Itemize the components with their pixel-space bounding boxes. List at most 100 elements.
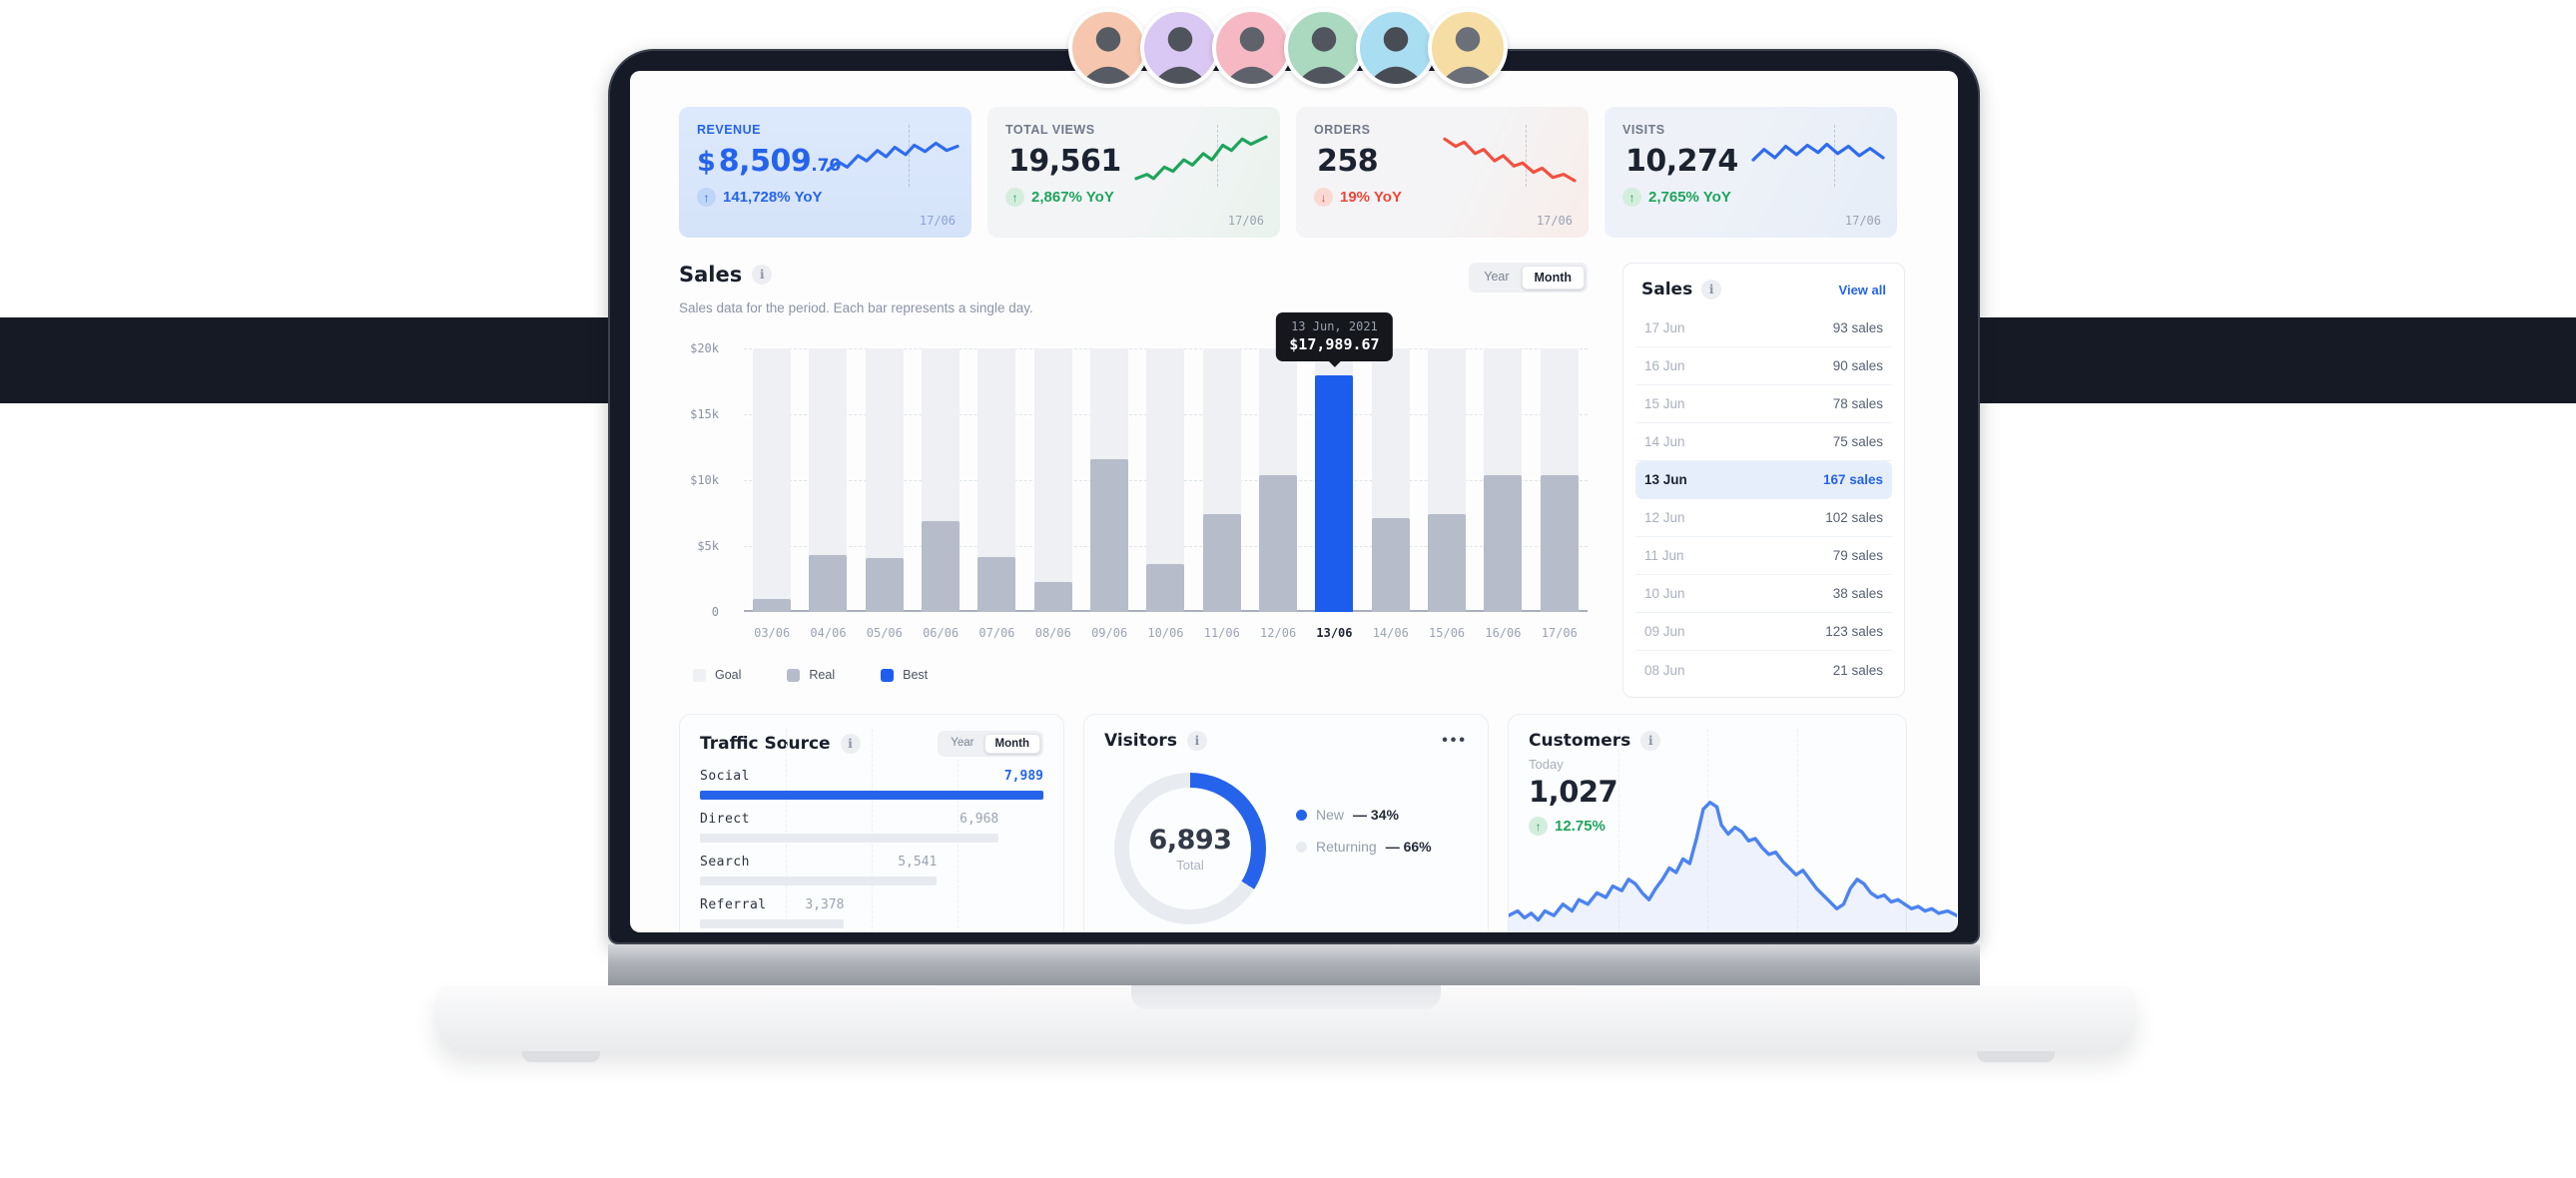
- info-icon[interactable]: [752, 265, 773, 285]
- sales-chart-section: Sales Year Month Sales data for the peri…: [679, 263, 1588, 682]
- x-axis-label: 10/06: [1147, 626, 1184, 640]
- best-bar[interactable]: [1315, 374, 1354, 612]
- real-bar[interactable]: [977, 556, 1016, 612]
- real-bar[interactable]: [922, 520, 961, 612]
- x-axis-label: 16/06: [1485, 626, 1522, 640]
- period-toggle: Year Month: [1469, 263, 1588, 293]
- real-bar[interactable]: [1202, 514, 1241, 612]
- x-axis-label: 08/06: [1034, 626, 1071, 640]
- traffic-bar[interactable]: [700, 791, 1043, 800]
- info-icon[interactable]: [1186, 731, 1207, 751]
- donut-ring: [1114, 773, 1266, 924]
- trend-arrow-icon: ↑: [1529, 817, 1548, 836]
- stat-card-visits[interactable]: VISITS 10,274 ↑ 2,765% YoY 17/06: [1605, 107, 1897, 238]
- avatar: [1068, 8, 1148, 88]
- sales-list-item[interactable]: 10 Jun 38 sales: [1635, 575, 1892, 613]
- visitors-total-label: Total: [1176, 858, 1204, 873]
- bar-group: [1025, 348, 1081, 612]
- info-icon[interactable]: [1640, 731, 1661, 751]
- bar-group: [744, 348, 800, 612]
- card-title: Customers: [1529, 731, 1631, 751]
- traffic-bar[interactable]: [700, 877, 938, 885]
- bar-group: [1081, 348, 1137, 612]
- card-title: Traffic Source: [700, 734, 831, 754]
- sales-list-item[interactable]: 13 Jun 167 sales: [1635, 461, 1892, 499]
- sales-list-item[interactable]: 08 Jun 21 sales: [1644, 662, 1883, 678]
- real-bar[interactable]: [1428, 514, 1467, 612]
- x-axis-label: 11/06: [1203, 626, 1240, 640]
- real-bar[interactable]: [1033, 581, 1072, 612]
- real-bar[interactable]: [1146, 564, 1185, 612]
- person-icon: [1083, 27, 1133, 84]
- real-bar[interactable]: [1484, 474, 1523, 612]
- legend-swatch: [693, 668, 706, 682]
- sales-list-item[interactable]: 12 Jun 102 sales: [1635, 499, 1892, 537]
- real-bar[interactable]: [1540, 474, 1579, 612]
- info-icon[interactable]: [840, 734, 861, 754]
- real-bar[interactable]: [1090, 458, 1129, 612]
- visitors-total: 6,893: [1148, 825, 1232, 856]
- stat-card-revenue[interactable]: REVENUE $8,509.70 ↑ 141,728% YoY 17/06: [679, 107, 971, 238]
- legend-dot: [1296, 841, 1307, 853]
- info-icon[interactable]: [1701, 280, 1722, 299]
- toggle-year[interactable]: Year: [951, 737, 974, 749]
- toggle-year[interactable]: Year: [1484, 270, 1510, 284]
- avatar: [1284, 8, 1364, 88]
- y-axis-label: $20k: [690, 341, 719, 355]
- sales-list-item[interactable]: 16 Jun 90 sales: [1635, 347, 1892, 385]
- y-axis-label: $5k: [697, 539, 719, 553]
- real-bar[interactable]: [865, 557, 904, 612]
- period-toggle: Year Month: [938, 731, 1043, 757]
- spark-marker: [909, 125, 910, 187]
- legend-item: Best: [881, 668, 928, 682]
- sales-bars: 13 Jun, 2021 $17,989.67: [744, 311, 1588, 612]
- x-axis-label: 15/06: [1429, 626, 1466, 640]
- stats-row: REVENUE $8,509.70 ↑ 141,728% YoY 17/06 T…: [679, 107, 1909, 238]
- chart-legend: Goal Real Best: [679, 668, 1588, 682]
- stat-value: $8,509.70: [697, 144, 842, 179]
- sales-list-item[interactable]: 14 Jun 75 sales: [1635, 423, 1892, 461]
- stat-delta: ↑ 2,765% YoY: [1622, 188, 1879, 207]
- customers-delta: ↑ 12.75%: [1529, 817, 1886, 836]
- stat-label: ORDERS: [1314, 123, 1371, 137]
- sales-list-item[interactable]: 17 Jun 93 sales: [1635, 309, 1892, 347]
- toggle-month[interactable]: Month: [1521, 266, 1585, 290]
- trend-arrow-icon: ↑: [1005, 188, 1024, 207]
- traffic-row: Social 7,989: [700, 769, 1043, 812]
- currency-prefix: $: [697, 147, 716, 178]
- stat-card-total-views[interactable]: TOTAL VIEWS 19,561 ↑ 2,867% YoY 17/06: [987, 107, 1280, 238]
- sales-list-item[interactable]: 15 Jun 78 sales: [1635, 385, 1892, 423]
- real-bar[interactable]: [1371, 518, 1410, 612]
- view-all-link[interactable]: View all: [1838, 282, 1886, 297]
- real-bar[interactable]: [1259, 474, 1298, 612]
- stat-label: VISITS: [1622, 123, 1665, 137]
- legend-swatch: [881, 668, 895, 682]
- laptop-base: [435, 985, 2136, 1051]
- sales-list-item[interactable]: 11 Jun 79 sales: [1635, 537, 1892, 575]
- traffic-bar[interactable]: [700, 834, 999, 843]
- person-icon: [1443, 27, 1493, 84]
- stat-card-orders[interactable]: ORDERS 258 ↓ 19% YoY 17/06: [1296, 107, 1589, 238]
- x-axis-label: 14/06: [1372, 626, 1409, 640]
- person-icon: [1371, 27, 1421, 84]
- traffic-rows: Social 7,989 Direct 6,968 Search 5,541 Referra…: [700, 769, 1043, 932]
- stat-value: 258: [1317, 144, 1379, 179]
- traffic-bar[interactable]: [700, 919, 845, 928]
- visitors-donut: 6,893 Total: [1114, 773, 1266, 924]
- legend-swatch: [787, 668, 801, 682]
- customers-card: Customers Today 1,027 ↑ 12.75%: [1508, 714, 1957, 932]
- trend-arrow-icon: ↓: [1314, 188, 1333, 207]
- more-options-icon[interactable]: [1442, 732, 1468, 750]
- laptop-foot-left: [522, 1051, 600, 1062]
- bar-group: [857, 348, 913, 612]
- y-axis: $20k $15k $10k $5k 0: [679, 341, 731, 619]
- sales-list-item[interactable]: 09 Jun 123 sales: [1635, 613, 1892, 651]
- y-axis-label: 0: [711, 605, 719, 619]
- real-bar[interactable]: [809, 555, 848, 612]
- real-bar[interactable]: [753, 598, 792, 612]
- spark-marker: [1526, 125, 1527, 187]
- bar-group: [1250, 348, 1306, 612]
- x-axis-label: 12/06: [1260, 626, 1297, 640]
- toggle-month[interactable]: Month: [983, 734, 1040, 754]
